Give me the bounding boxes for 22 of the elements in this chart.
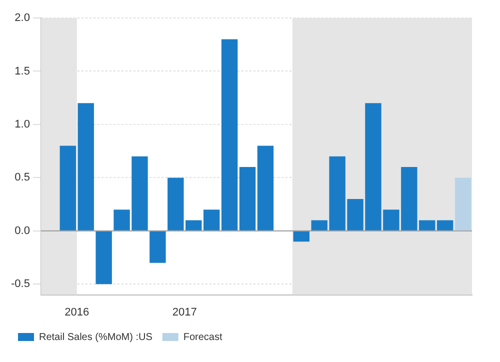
bar [293,231,310,242]
bar [418,220,436,230]
x-tick-label: 2017 [172,306,197,318]
y-tick-label: 2.0 [14,12,30,24]
x-tick-label: 2016 [64,306,90,318]
bar [436,220,454,230]
bar [78,103,94,230]
y-tick-label: 1.0 [14,118,30,130]
bar [203,210,220,230]
legend-label: Forecast [183,332,222,343]
bar [60,146,76,230]
bar [150,231,166,263]
bar [239,167,256,230]
y-tick-label: 1.5 [14,65,30,78]
y-tick-label: 0.5 [14,172,30,184]
bar [96,231,112,284]
bar [221,39,238,230]
y-tick-label: 0.0 [14,224,30,237]
bar [454,178,472,230]
y-tick-label: -0.5 [10,278,30,290]
legend-label: Retail Sales (%MoM) :US [39,332,153,343]
bar [257,146,274,230]
